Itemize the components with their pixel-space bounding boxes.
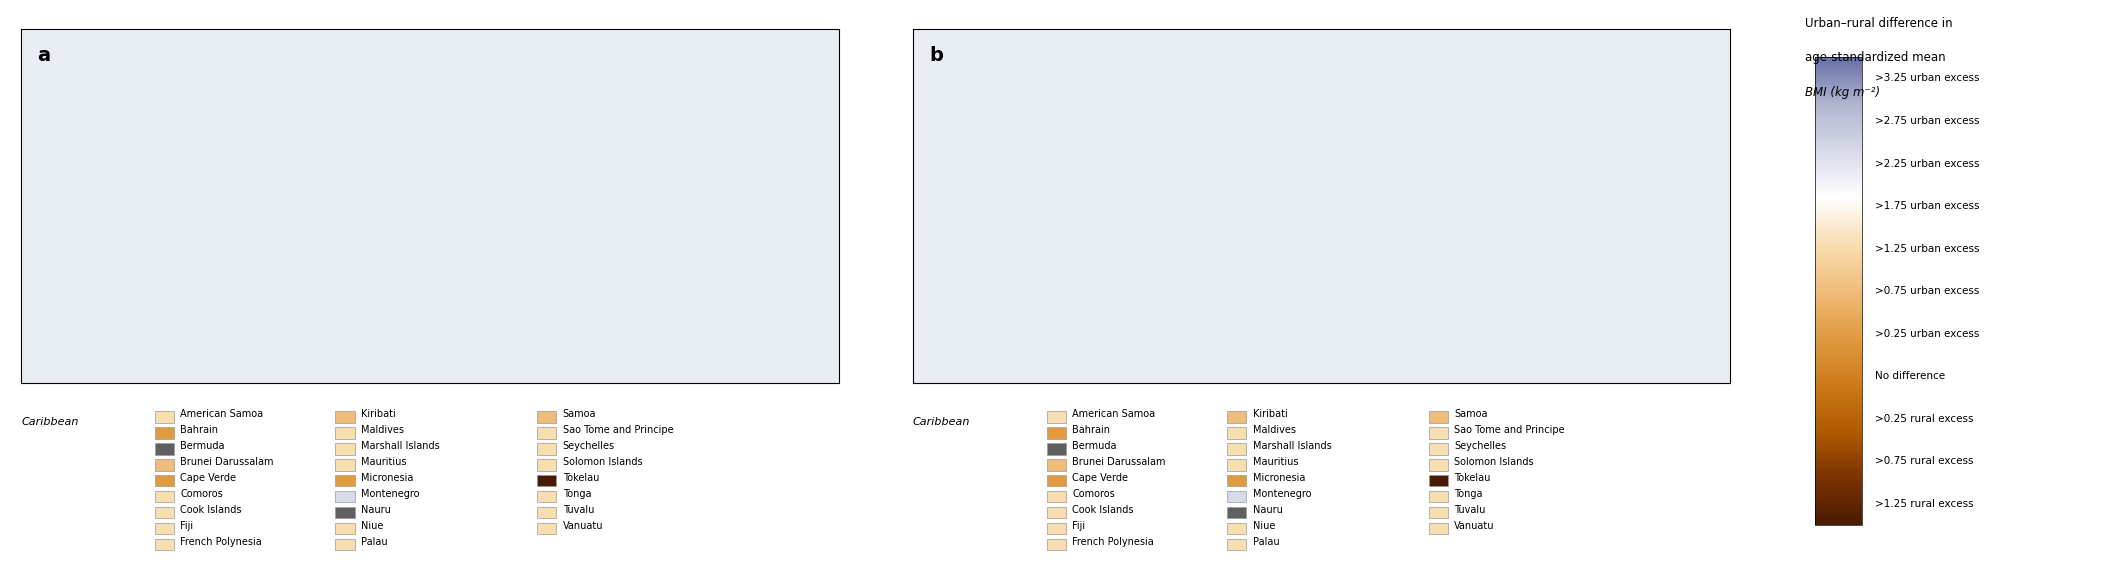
Text: Maldives: Maldives — [361, 425, 403, 435]
Text: Palau: Palau — [1253, 537, 1280, 547]
Text: Solomon Islands: Solomon Islands — [1454, 457, 1535, 467]
Text: Tokelau: Tokelau — [1454, 473, 1490, 483]
Text: Marshall Islands: Marshall Islands — [1253, 441, 1331, 451]
Text: French Polynesia: French Polynesia — [1072, 537, 1155, 547]
Text: age-standardized mean: age-standardized mean — [1805, 51, 1945, 65]
Text: Comoros: Comoros — [1072, 489, 1115, 499]
Text: BMI (kg m⁻²): BMI (kg m⁻²) — [1805, 86, 1879, 99]
Text: >0.25 rural excess: >0.25 rural excess — [1875, 414, 1972, 424]
Text: Tonga: Tonga — [1454, 489, 1482, 499]
Text: Bermuda: Bermuda — [1072, 441, 1117, 451]
Text: Nauru: Nauru — [361, 505, 391, 515]
Text: Marshall Islands: Marshall Islands — [361, 441, 439, 451]
Text: Maldives: Maldives — [1253, 425, 1295, 435]
Text: Cook Islands: Cook Islands — [180, 505, 242, 515]
Text: Sao Tome and Principe: Sao Tome and Principe — [563, 425, 673, 435]
Text: Fiji: Fiji — [180, 521, 193, 531]
Text: Caribbean: Caribbean — [21, 417, 79, 427]
Text: Vanuatu: Vanuatu — [1454, 521, 1495, 531]
Text: >0.75 rural excess: >0.75 rural excess — [1875, 456, 1972, 467]
Text: Kiribati: Kiribati — [361, 409, 395, 419]
Text: Tonga: Tonga — [563, 489, 590, 499]
Text: Montenegro: Montenegro — [361, 489, 420, 499]
Text: Mauritius: Mauritius — [1253, 457, 1297, 467]
Text: >3.25 urban excess: >3.25 urban excess — [1875, 74, 1979, 83]
Text: >0.75 urban excess: >0.75 urban excess — [1875, 286, 1979, 296]
Text: Cook Islands: Cook Islands — [1072, 505, 1134, 515]
Text: Seychelles: Seychelles — [1454, 441, 1507, 451]
Text: Mauritius: Mauritius — [361, 457, 405, 467]
Text: Cape Verde: Cape Verde — [1072, 473, 1127, 483]
Text: American Samoa: American Samoa — [1072, 409, 1155, 419]
Text: Bahrain: Bahrain — [1072, 425, 1110, 435]
Text: Bermuda: Bermuda — [180, 441, 225, 451]
Text: Tuvalu: Tuvalu — [1454, 505, 1486, 515]
Text: Brunei Darussalam: Brunei Darussalam — [180, 457, 274, 467]
Text: Niue: Niue — [1253, 521, 1276, 531]
Text: Nauru: Nauru — [1253, 505, 1282, 515]
Text: French Polynesia: French Polynesia — [180, 537, 263, 547]
Text: Montenegro: Montenegro — [1253, 489, 1312, 499]
Text: Caribbean: Caribbean — [913, 417, 970, 427]
Text: Comoros: Comoros — [180, 489, 223, 499]
Text: Cape Verde: Cape Verde — [180, 473, 236, 483]
Text: Solomon Islands: Solomon Islands — [563, 457, 643, 467]
Text: >0.25 urban excess: >0.25 urban excess — [1875, 329, 1979, 339]
Text: >2.75 urban excess: >2.75 urban excess — [1875, 116, 1979, 126]
Text: Samoa: Samoa — [1454, 409, 1488, 419]
Text: Sao Tome and Principe: Sao Tome and Principe — [1454, 425, 1565, 435]
Text: Tokelau: Tokelau — [563, 473, 599, 483]
Text: Vanuatu: Vanuatu — [563, 521, 603, 531]
Text: Brunei Darussalam: Brunei Darussalam — [1072, 457, 1166, 467]
Text: >1.25 rural excess: >1.25 rural excess — [1875, 499, 1972, 509]
Text: Niue: Niue — [361, 521, 384, 531]
Text: No difference: No difference — [1875, 371, 1945, 381]
Text: Fiji: Fiji — [1072, 521, 1085, 531]
Text: b: b — [930, 46, 943, 65]
Text: Bahrain: Bahrain — [180, 425, 219, 435]
Text: >1.75 urban excess: >1.75 urban excess — [1875, 201, 1979, 211]
Text: a: a — [38, 46, 51, 65]
Text: Seychelles: Seychelles — [563, 441, 616, 451]
Text: Micronesia: Micronesia — [361, 473, 414, 483]
Text: >1.25 urban excess: >1.25 urban excess — [1875, 244, 1979, 254]
Text: Urban–rural difference in: Urban–rural difference in — [1805, 17, 1953, 30]
Text: Kiribati: Kiribati — [1253, 409, 1287, 419]
Text: Samoa: Samoa — [563, 409, 597, 419]
Text: >2.25 urban excess: >2.25 urban excess — [1875, 159, 1979, 168]
Text: Micronesia: Micronesia — [1253, 473, 1306, 483]
Text: American Samoa: American Samoa — [180, 409, 263, 419]
Text: Tuvalu: Tuvalu — [563, 505, 594, 515]
Text: Palau: Palau — [361, 537, 389, 547]
